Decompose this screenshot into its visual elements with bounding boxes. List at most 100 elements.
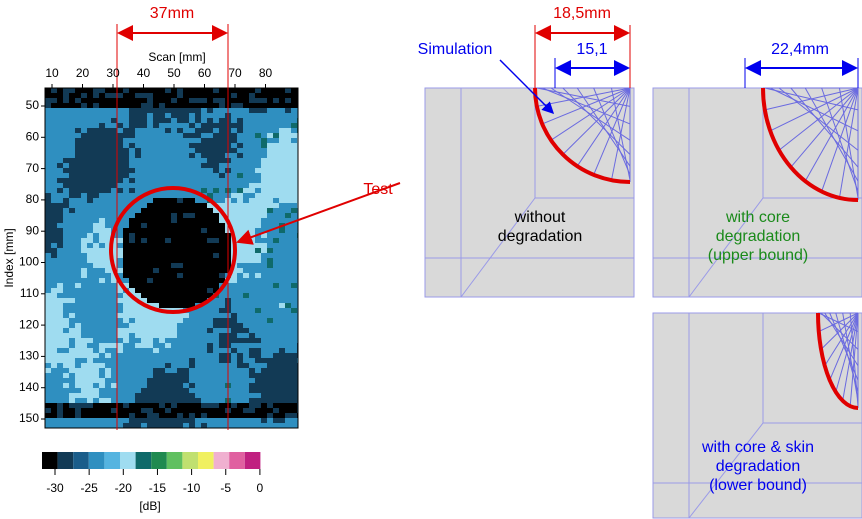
cscan-pixel (51, 88, 57, 93)
cscan-pixel (105, 178, 111, 183)
cscan-pixel (195, 293, 201, 298)
cscan-pixel (201, 88, 207, 93)
cscan-pixel (57, 333, 63, 338)
cscan-pixel (279, 253, 285, 258)
cscan-pixel (213, 148, 219, 153)
cscan-pixel (207, 358, 213, 363)
cscan-pixel (267, 218, 273, 223)
cscan-pixel (207, 353, 213, 358)
cscan-pixel (219, 318, 225, 323)
cscan-pixel (189, 118, 195, 123)
cscan-pixel (171, 348, 177, 353)
cscan-pixel (99, 123, 105, 128)
cscan-pixel (129, 228, 135, 233)
cscan-pixel (105, 203, 111, 208)
cscan-pixel (81, 328, 87, 333)
cscan-pixel (183, 183, 189, 188)
cscan-pixel (207, 98, 213, 103)
cscan-pixel (219, 313, 225, 318)
cscan-pixel (273, 88, 279, 93)
cscan-pixel (69, 388, 75, 393)
cscan-pixel (213, 278, 219, 283)
cscan-pixel (243, 103, 249, 108)
cscan-pixel (291, 198, 297, 203)
cscan-pixel (123, 343, 129, 348)
cscan-pixel (285, 133, 291, 138)
cscan-pixel (285, 153, 291, 158)
cscan-pixel (129, 333, 135, 338)
cscan-pixel (69, 193, 75, 198)
cscan-pixel (153, 208, 159, 213)
cscan-pixel (51, 348, 57, 353)
cscan-pixel (81, 348, 87, 353)
cscan-pixel (147, 123, 153, 128)
cscan-pixel (201, 148, 207, 153)
cscan-pixel (213, 193, 219, 198)
cscan-pixel (57, 318, 63, 323)
cscan-pixel (183, 233, 189, 238)
cscan-pixel (267, 378, 273, 383)
cscan-pixel (291, 153, 297, 158)
cscan-pixel (279, 283, 285, 288)
cscan-pixel (243, 223, 249, 228)
cscan-pixel (57, 98, 63, 103)
cscan-pixel (87, 278, 93, 283)
cscan-pixel (261, 308, 267, 313)
cscan-pixel (81, 143, 87, 148)
cscan-pixel (159, 158, 165, 163)
cscan-pixel (99, 338, 105, 343)
cscan-pixel (57, 193, 63, 198)
cscan-pixel (291, 278, 297, 283)
cscan-pixel (189, 233, 195, 238)
cscan-pixel (123, 388, 129, 393)
cscan-pixel (279, 193, 285, 198)
cscan-pixel (93, 263, 99, 268)
cscan-pixel (285, 253, 291, 258)
cscan-pixel (135, 183, 141, 188)
cscan-pixel (81, 308, 87, 313)
cscan-pixel (87, 168, 93, 173)
cscan-pixel (201, 158, 207, 163)
cscan-pixel (177, 158, 183, 163)
cscan-pixel (291, 193, 297, 198)
cscan-pixel (207, 133, 213, 138)
cscan-pixel (267, 313, 273, 318)
cscan-pixel (285, 118, 291, 123)
cscan-pixel (165, 268, 171, 273)
cscan-pixel (123, 98, 129, 103)
cscan-pixel (177, 338, 183, 343)
x-tick-label: 60 (198, 66, 212, 80)
cscan-pixel (285, 373, 291, 378)
cscan-pixel (255, 338, 261, 343)
cscan-pixel (165, 343, 171, 348)
cscan-pixel (153, 298, 159, 303)
cscan-pixel (141, 333, 147, 338)
cscan-pixel (273, 258, 279, 263)
cscan-pixel (255, 403, 261, 408)
cscan-pixel (171, 143, 177, 148)
cscan-pixel (279, 363, 285, 368)
cscan-pixel (117, 333, 123, 338)
cscan-pixel (93, 313, 99, 318)
panel-label: with core (725, 209, 790, 226)
cscan-pixel (291, 338, 297, 343)
cscan-pixel (261, 183, 267, 188)
cscan-pixel (201, 358, 207, 363)
cscan-pixel (159, 393, 165, 398)
cscan-pixel (201, 278, 207, 283)
cscan-pixel (141, 258, 147, 263)
cscan-pixel (45, 393, 51, 398)
cscan-pixel (45, 228, 51, 233)
cscan-pixel (99, 228, 105, 233)
cscan-pixel (201, 308, 207, 313)
cscan-pixel (93, 223, 99, 228)
cscan-pixel (63, 373, 69, 378)
cscan-pixel (75, 228, 81, 233)
cscan-pixel (285, 123, 291, 128)
cscan-pixel (141, 108, 147, 113)
cscan-pixel (117, 313, 123, 318)
cscan-pixel (261, 368, 267, 373)
cscan-pixel (261, 333, 267, 338)
x-tick-label: 10 (45, 66, 59, 80)
cscan-pixel (45, 258, 51, 263)
